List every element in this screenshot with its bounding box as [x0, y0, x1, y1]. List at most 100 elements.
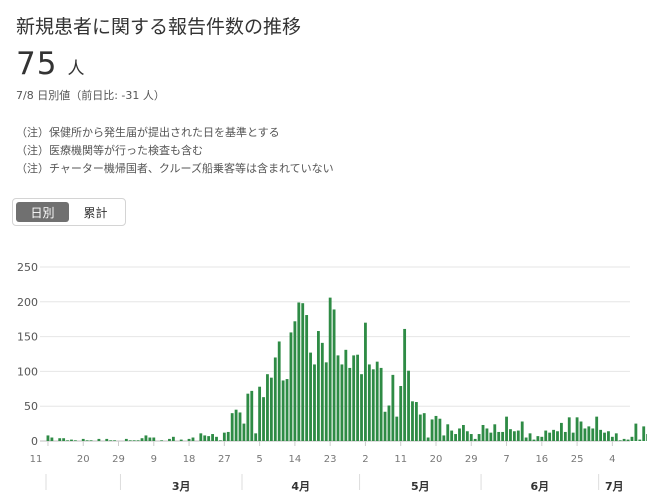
bar: [426, 437, 430, 441]
bar: [348, 367, 352, 441]
bar: [140, 438, 144, 441]
y-tick-label: 100: [17, 365, 38, 378]
bar: [258, 386, 262, 441]
bar: [375, 361, 379, 441]
bar: [285, 379, 289, 441]
note-item: （注）保健所から発生届が提出された日を基準とする: [16, 126, 280, 139]
bar: [356, 354, 360, 441]
bar: [152, 437, 156, 441]
bar: [191, 437, 195, 441]
bar: [505, 416, 508, 441]
bar: [234, 409, 238, 441]
y-tick-label: 200: [17, 296, 38, 309]
bar: [497, 431, 501, 441]
bar: [516, 430, 520, 441]
bar: [293, 321, 297, 441]
bar: [567, 417, 571, 441]
bar: [583, 428, 587, 441]
x-day-tick-label: 16: [535, 454, 548, 465]
bar: [168, 438, 171, 441]
bar: [524, 437, 528, 441]
bar: [352, 355, 356, 441]
bar: [289, 332, 293, 441]
bar: [430, 419, 434, 441]
bar: [532, 439, 536, 441]
bar: [219, 440, 222, 441]
x-month-label: 5月: [411, 480, 430, 493]
x-day-tick-label: 4: [609, 454, 615, 465]
bar: [462, 424, 465, 441]
bar: [489, 432, 493, 441]
bar: [316, 331, 320, 441]
bar: [226, 431, 230, 441]
bar: [262, 397, 265, 441]
x-month-label: 6月: [531, 480, 550, 493]
page-title: 新規患者に関する報告件数の推移: [16, 16, 302, 38]
bar: [203, 435, 207, 441]
bar: [371, 369, 375, 441]
bar: [269, 377, 273, 441]
x-day-tick-label: 2: [362, 454, 368, 465]
bar: [501, 431, 505, 441]
x-day-tick-label: 20: [77, 454, 90, 465]
x-day-tick-label: 29: [465, 454, 478, 465]
y-tick-label: 50: [24, 400, 38, 413]
bar: [450, 430, 454, 441]
bar: [328, 297, 332, 441]
bar: [238, 412, 242, 441]
bar: [73, 440, 77, 441]
x-day-tick-label: 11: [30, 454, 43, 465]
bar: [610, 436, 614, 441]
bar: [528, 433, 532, 441]
bar: [332, 309, 336, 441]
bar: [599, 429, 603, 441]
x-day-tick-label: 9: [151, 454, 157, 465]
bar: [579, 421, 583, 441]
y-tick-label: 250: [17, 261, 38, 274]
y-tick-label: 150: [17, 331, 38, 344]
bar: [548, 432, 552, 441]
bar: [85, 440, 89, 441]
latest-count-subtitle: 7/8 日別値（前日比: -31 人）: [16, 89, 165, 102]
bar: [563, 431, 567, 441]
bar: [630, 436, 634, 441]
bar: [642, 426, 646, 441]
bar: [97, 438, 101, 441]
bar: [105, 438, 109, 441]
bar: [520, 421, 524, 441]
bar: [485, 428, 489, 441]
bar: [320, 342, 324, 441]
x-month-label: 3月: [172, 480, 191, 493]
bar: [113, 440, 117, 441]
bar: [50, 437, 54, 441]
bar: [81, 438, 85, 441]
bar: [418, 414, 422, 441]
bar: [442, 435, 446, 441]
bar: [46, 435, 50, 441]
latest-count-unit: 人: [67, 59, 85, 79]
bar: [395, 416, 399, 441]
bar: [473, 438, 477, 441]
x-month-label: 7月: [605, 480, 624, 493]
bar: [124, 438, 128, 441]
bar: [230, 413, 234, 441]
bar: [465, 431, 469, 441]
toggle-daily-button[interactable]: 日別: [16, 202, 69, 222]
x-day-tick-label: 11: [394, 454, 407, 465]
bar: [313, 364, 316, 441]
x-day-tick-label: 29: [112, 454, 125, 465]
bar: [242, 423, 246, 441]
bar: [324, 362, 328, 441]
bar: [132, 440, 136, 441]
bar: [458, 428, 461, 441]
x-day-tick-label: 7: [503, 454, 509, 465]
bar: [591, 428, 595, 441]
note-item: （注）医療機関等が行った検査も含む: [16, 144, 203, 157]
bar: [211, 434, 214, 441]
toggle-cumulative-button[interactable]: 累計: [83, 205, 108, 220]
bar: [477, 434, 481, 441]
bar: [403, 328, 407, 441]
bar: [160, 440, 164, 441]
bar: [544, 430, 548, 441]
bar: [250, 390, 254, 441]
